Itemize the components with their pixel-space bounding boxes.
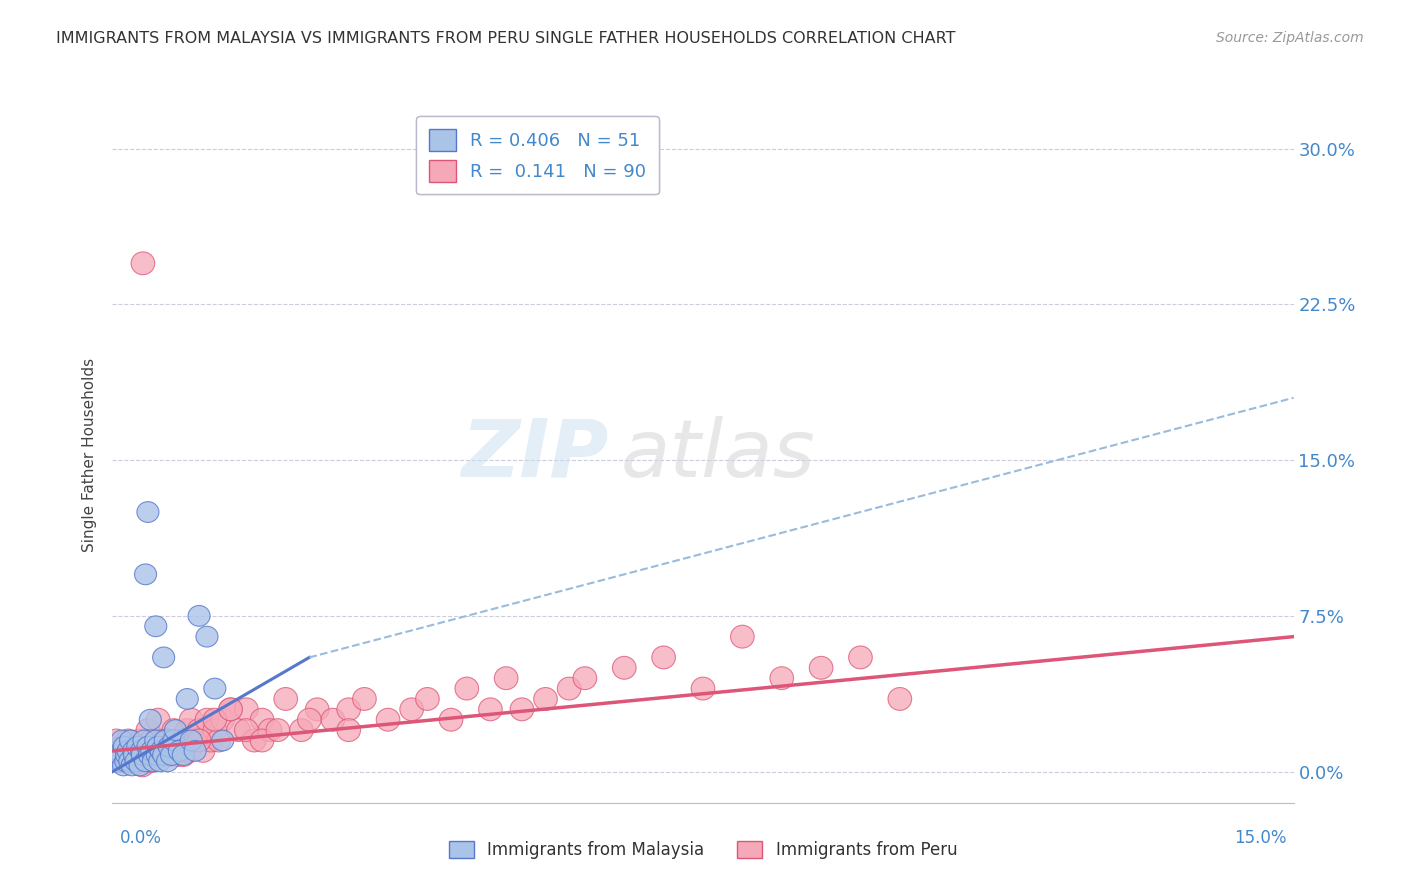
Text: ZIP: ZIP [461,416,609,494]
Text: atlas: atlas [620,416,815,494]
Text: Source: ZipAtlas.com: Source: ZipAtlas.com [1216,31,1364,45]
Legend: Immigrants from Malaysia, Immigrants from Peru: Immigrants from Malaysia, Immigrants fro… [441,834,965,866]
Y-axis label: Single Father Households: Single Father Households [82,358,97,552]
Text: 0.0%: 0.0% [120,829,162,847]
Text: IMMIGRANTS FROM MALAYSIA VS IMMIGRANTS FROM PERU SINGLE FATHER HOUSEHOLDS CORREL: IMMIGRANTS FROM MALAYSIA VS IMMIGRANTS F… [56,31,956,46]
Legend: R = 0.406   N = 51, R =  0.141   N = 90: R = 0.406 N = 51, R = 0.141 N = 90 [416,116,659,194]
Text: 15.0%: 15.0% [1234,829,1286,847]
